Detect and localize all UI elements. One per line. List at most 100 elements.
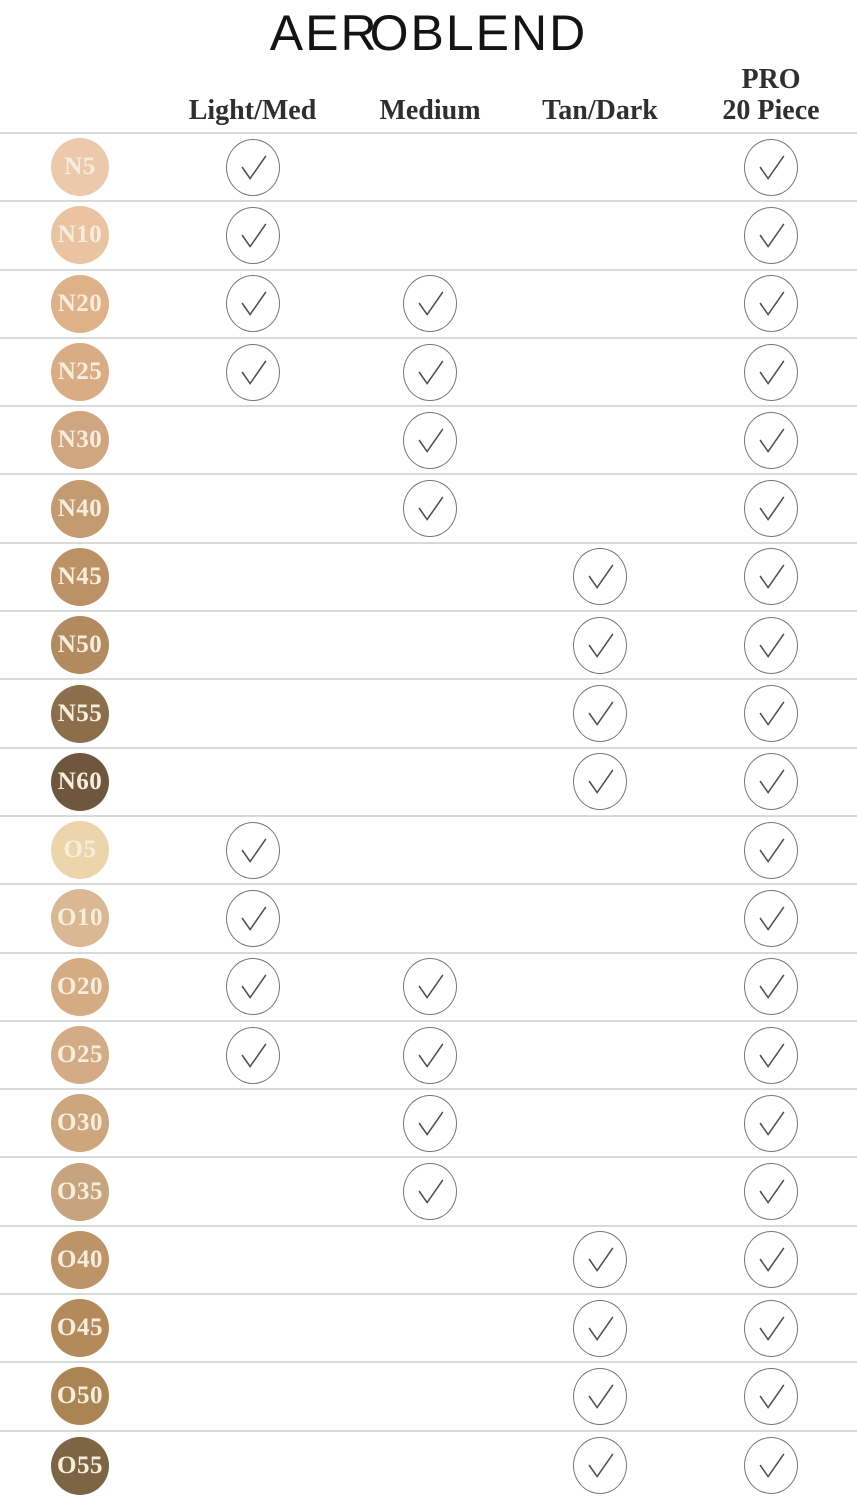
cell-tan-dark — [515, 475, 685, 541]
shade-swatch: N25 — [51, 343, 109, 402]
check-circle — [744, 411, 798, 469]
check-circle — [573, 1367, 627, 1425]
check-icon — [241, 291, 266, 317]
cell-pro — [685, 271, 857, 337]
cell-medium — [345, 407, 515, 473]
cell-pro — [685, 339, 857, 405]
shade-swatch-cell: N25 — [0, 339, 160, 405]
shade-swatch-cell: O55 — [0, 1432, 160, 1500]
check-icon — [759, 1111, 785, 1136]
shade-swatch-cell: N40 — [0, 475, 160, 541]
check-circle — [744, 889, 798, 947]
check-circle — [744, 685, 798, 743]
cell-light-med — [160, 1432, 345, 1500]
shade-swatch: O40 — [51, 1230, 109, 1289]
cell-tan-dark — [515, 817, 685, 883]
cell-medium — [345, 1022, 515, 1088]
shade-table-body: N5 N10 — [0, 134, 857, 1500]
check-icon — [759, 428, 785, 453]
check-circle — [403, 1163, 457, 1221]
cell-light-med — [160, 1158, 345, 1224]
cell-tan-dark — [515, 1363, 685, 1429]
cell-medium — [345, 1227, 515, 1293]
cell-tan-dark — [515, 1432, 685, 1500]
check-circle — [744, 480, 798, 538]
column-header-medium: Medium — [379, 95, 481, 127]
shade-row: O35 — [0, 1158, 857, 1227]
shade-swatch: N50 — [51, 616, 109, 675]
shade-swatch: O55 — [51, 1436, 109, 1495]
shade-row: N50 — [0, 612, 857, 681]
check-icon — [588, 769, 614, 795]
column-header-pro-line1: PRO — [741, 64, 801, 96]
shade-swatch: O25 — [51, 1026, 109, 1084]
check-icon — [241, 223, 266, 248]
shade-row: N5 — [0, 134, 857, 203]
shade-row: O25 — [0, 1022, 857, 1091]
cell-pro — [685, 1158, 857, 1224]
check-icon — [759, 906, 785, 931]
check-circle — [744, 958, 798, 1016]
cell-medium — [345, 954, 515, 1020]
check-circle — [744, 206, 798, 264]
cell-light-med — [160, 954, 345, 1020]
check-circle — [403, 480, 457, 538]
shade-label: N50 — [57, 631, 103, 659]
check-icon — [759, 769, 785, 795]
check-circle — [744, 616, 798, 674]
cell-pro — [685, 1363, 857, 1429]
cell-tan-dark — [515, 1022, 685, 1088]
check-circle — [744, 1367, 798, 1425]
check-circle — [403, 411, 457, 469]
shade-label: N60 — [57, 767, 103, 795]
check-icon — [759, 496, 785, 522]
cell-tan-dark — [515, 407, 685, 473]
check-circle — [225, 1026, 280, 1084]
check-circle — [573, 685, 627, 743]
shade-swatch-cell: O10 — [0, 885, 160, 951]
check-circle — [403, 343, 457, 401]
check-icon — [759, 155, 785, 180]
brand-logo-text-right: OBLEND — [369, 5, 588, 61]
column-header-pro-line2: 20 Piece — [722, 95, 820, 127]
check-circle — [744, 1094, 798, 1152]
cell-tan-dark — [515, 202, 685, 268]
shade-swatch-cell: N60 — [0, 749, 160, 815]
cell-tan-dark — [515, 1090, 685, 1156]
check-icon — [241, 838, 266, 863]
check-icon — [759, 223, 785, 248]
shade-swatch: O35 — [51, 1162, 109, 1221]
check-icon — [759, 701, 785, 726]
cell-medium — [345, 1158, 515, 1224]
check-icon — [418, 1111, 444, 1136]
cell-light-med — [160, 1022, 345, 1088]
cell-light-med — [160, 1363, 345, 1429]
check-circle — [403, 1094, 457, 1152]
check-icon — [588, 565, 614, 590]
check-circle — [225, 206, 280, 264]
check-circle — [225, 889, 280, 947]
cell-pro — [685, 817, 857, 883]
shade-swatch-cell: O35 — [0, 1158, 160, 1224]
cell-medium — [345, 202, 515, 268]
shade-label: O30 — [57, 1109, 103, 1137]
check-circle — [744, 753, 798, 811]
check-icon — [241, 360, 266, 385]
shade-row: N10 — [0, 202, 857, 271]
shade-label: N25 — [57, 358, 103, 386]
shade-swatch-cell: N10 — [0, 202, 160, 268]
check-icon — [759, 1384, 785, 1409]
column-header-light-med: Light/Med — [188, 95, 317, 127]
shade-label: N30 — [57, 426, 103, 454]
cell-light-med — [160, 1090, 345, 1156]
check-circle — [744, 821, 798, 879]
shade-label: O50 — [57, 1382, 103, 1410]
cell-tan-dark — [515, 339, 685, 405]
check-icon — [759, 974, 785, 1000]
shade-row: O50 — [0, 1363, 857, 1432]
cell-medium — [345, 475, 515, 541]
shade-swatch-cell: O30 — [0, 1090, 160, 1156]
shade-label: O20 — [57, 972, 103, 1000]
cell-medium — [345, 134, 515, 200]
shade-row: N25 — [0, 339, 857, 408]
